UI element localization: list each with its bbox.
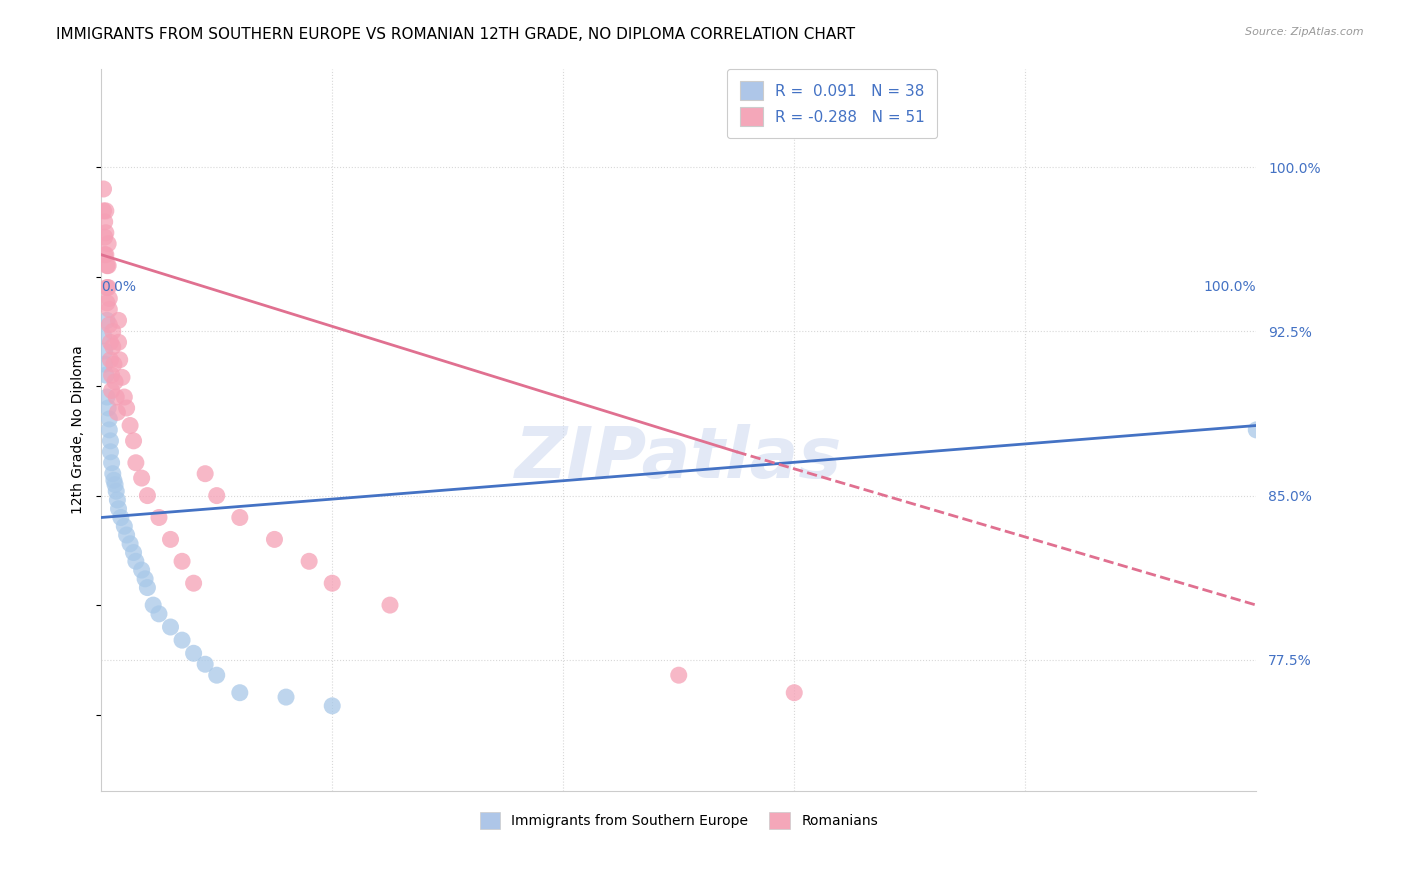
Point	[111, 370, 134, 384]
Point	[100, 368, 122, 383]
Point	[103, 473, 125, 487]
Point	[98, 292, 121, 306]
Point	[263, 533, 285, 547]
Point	[183, 646, 205, 660]
Point	[136, 581, 159, 595]
Point	[104, 375, 127, 389]
Point	[159, 620, 181, 634]
Point	[101, 467, 124, 481]
Point	[321, 698, 343, 713]
Point	[103, 357, 125, 371]
Point	[101, 324, 124, 338]
Point	[131, 563, 153, 577]
Point	[783, 686, 806, 700]
Point	[98, 318, 121, 332]
Point	[148, 510, 170, 524]
Point	[378, 598, 401, 612]
Point	[136, 489, 159, 503]
Point	[98, 423, 121, 437]
Point	[205, 489, 228, 503]
Point	[205, 668, 228, 682]
Point	[105, 390, 128, 404]
Point	[112, 390, 135, 404]
Point	[105, 484, 128, 499]
Point	[96, 259, 118, 273]
Point	[101, 340, 124, 354]
Point	[93, 182, 115, 196]
Point	[194, 467, 217, 481]
Point	[110, 510, 132, 524]
Point	[115, 528, 138, 542]
Point	[98, 412, 121, 426]
Point	[96, 390, 118, 404]
Point	[94, 203, 117, 218]
Point	[125, 456, 148, 470]
Point	[97, 280, 120, 294]
Point	[112, 519, 135, 533]
Point	[98, 302, 121, 317]
Point	[142, 598, 165, 612]
Point	[105, 405, 128, 419]
Point	[120, 537, 142, 551]
Point	[93, 328, 115, 343]
Y-axis label: 12th Grade, No Diploma: 12th Grade, No Diploma	[72, 345, 86, 515]
Point	[159, 533, 181, 547]
Point	[100, 384, 122, 398]
Point	[1246, 423, 1268, 437]
Point	[96, 296, 118, 310]
Point	[96, 280, 118, 294]
Point	[104, 477, 127, 491]
Point	[125, 554, 148, 568]
Text: Source: ZipAtlas.com: Source: ZipAtlas.com	[1246, 27, 1364, 37]
Point	[170, 633, 193, 648]
Point	[134, 572, 156, 586]
Text: ZIPatlas: ZIPatlas	[515, 425, 842, 493]
Text: 0.0%: 0.0%	[101, 280, 136, 294]
Point	[122, 545, 145, 559]
Point	[93, 230, 115, 244]
Point	[107, 313, 129, 327]
Point	[93, 215, 115, 229]
Point	[93, 203, 115, 218]
Point	[194, 657, 217, 672]
Point	[229, 686, 252, 700]
Point	[321, 576, 343, 591]
Point	[97, 236, 120, 251]
Point	[120, 418, 142, 433]
Point	[93, 344, 115, 359]
Text: 100.0%: 100.0%	[1204, 280, 1257, 294]
Point	[100, 434, 122, 448]
Point	[298, 554, 321, 568]
Point	[94, 368, 117, 383]
Point	[148, 607, 170, 621]
Point	[108, 352, 131, 367]
Text: IMMIGRANTS FROM SOUTHERN EUROPE VS ROMANIAN 12TH GRADE, NO DIPLOMA CORRELATION C: IMMIGRANTS FROM SOUTHERN EUROPE VS ROMAN…	[56, 27, 855, 42]
Point	[105, 493, 128, 508]
Point	[100, 335, 122, 350]
Point	[100, 456, 122, 470]
Point	[94, 226, 117, 240]
Point	[107, 335, 129, 350]
Point	[97, 259, 120, 273]
Point	[183, 576, 205, 591]
Point	[107, 501, 129, 516]
Point	[668, 668, 690, 682]
Point	[170, 554, 193, 568]
Legend: Immigrants from Southern Europe, Romanians: Immigrants from Southern Europe, Romania…	[474, 807, 883, 835]
Point	[122, 434, 145, 448]
Point	[131, 471, 153, 485]
Point	[93, 357, 115, 371]
Point	[100, 352, 122, 367]
Point	[93, 248, 115, 262]
Point	[115, 401, 138, 415]
Point	[100, 444, 122, 458]
Point	[97, 401, 120, 415]
Point	[94, 248, 117, 262]
Point	[96, 313, 118, 327]
Point	[274, 690, 297, 704]
Point	[229, 510, 252, 524]
